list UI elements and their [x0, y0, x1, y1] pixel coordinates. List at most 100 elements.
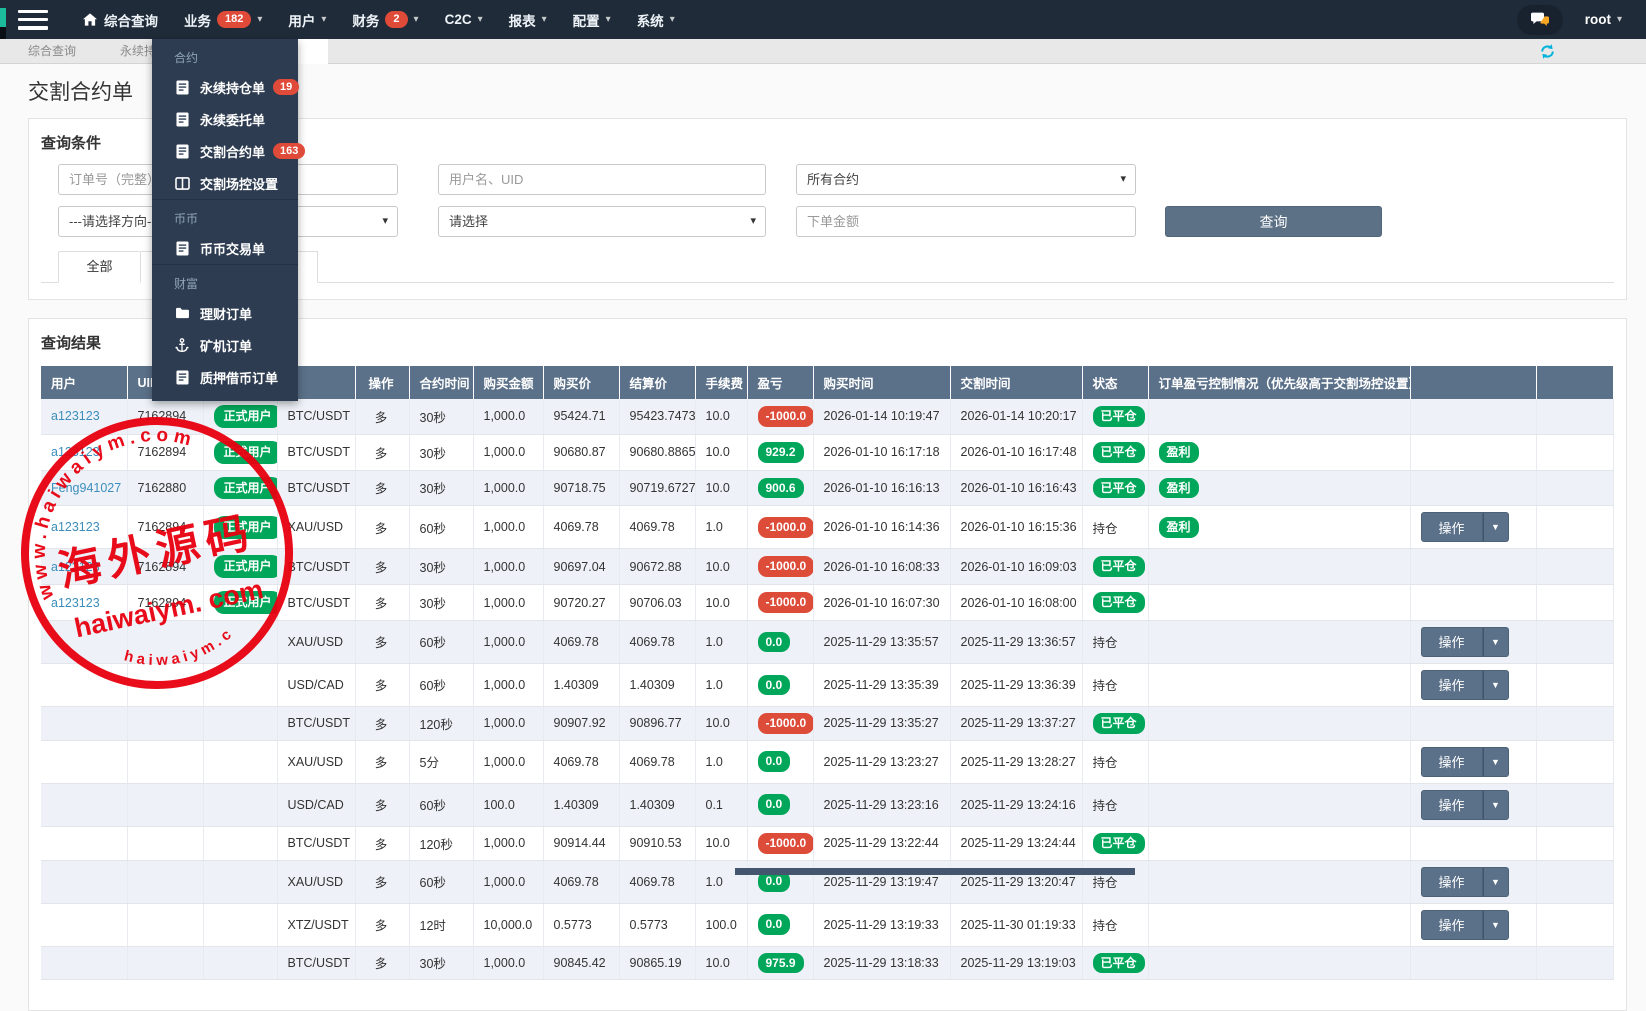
direction-cell: 多 [355, 783, 409, 826]
menu-item[interactable]: 交割合约单 163 [152, 135, 298, 167]
session-tab-summary[interactable]: 综合查询 [28, 39, 76, 64]
menu-item[interactable]: 质押借币订单 [152, 361, 298, 393]
chevron-down-icon: ▾ [542, 14, 547, 25]
action-button-group: 操作 ▼ [1421, 747, 1509, 777]
chat-button[interactable] [1517, 5, 1563, 35]
action-caret-button[interactable]: ▼ [1483, 512, 1509, 542]
filler-cell [1536, 860, 1613, 903]
user-type-badge: 正式用户 [214, 441, 278, 464]
document-icon [174, 112, 190, 127]
direction-cell: 多 [355, 434, 409, 470]
table-row: a123123 7162894 正式用户 BTC/USDT 多 30秒 1,00… [41, 434, 1613, 470]
pnl-badge: 900.6 [758, 478, 804, 499]
menu-item[interactable]: 交割场控设置 [152, 167, 298, 199]
table-row: XAU/USD 多 5分 1,000.0 4069.78 4069.78 1.0… [41, 740, 1613, 783]
column-header: 结算价 [619, 366, 695, 399]
settle-time-cell: 2025-11-29 13:37:27 [950, 706, 1082, 740]
user-link[interactable]: a123123 [51, 560, 100, 574]
navbar-item[interactable]: 财务 2 ▾ [339, 0, 431, 39]
menu-item[interactable]: 币币交易单 [152, 232, 298, 264]
status-badge: 已平仓 [1093, 953, 1145, 974]
menu-item[interactable]: 永续持仓单 19 [152, 71, 298, 103]
user-link[interactable]: a123123 [51, 409, 100, 423]
fee-cell: 1.0 [695, 740, 747, 783]
action-caret-button[interactable]: ▼ [1483, 867, 1509, 897]
status-badge: 持仓 [1093, 756, 1118, 770]
navbar-item[interactable]: 用户 ▾ [275, 0, 339, 39]
column-header: 操作 [355, 366, 409, 399]
user-link[interactable]: a123123 [51, 445, 100, 459]
amount-cell: 1,000.0 [473, 585, 543, 621]
control-badge: 盈利 [1159, 478, 1199, 499]
amount-cell: 1,000.0 [473, 470, 543, 506]
user-link[interactable]: a123123 [51, 596, 100, 610]
amount-cell: 10,000.0 [473, 903, 543, 946]
buy-time-cell: 2026-01-10 16:08:33 [813, 549, 950, 585]
results-panel: 查询结果 用户UID操作合约时间购买金额购买价结算价手续费盈亏购买时间交割时间状… [28, 318, 1627, 1011]
uid-cell [127, 740, 203, 783]
user-uid-input[interactable] [438, 164, 766, 195]
action-button[interactable]: 操作 [1421, 790, 1483, 820]
filler-cell [1536, 549, 1613, 585]
filler-cell [1536, 506, 1613, 549]
table-row: a123123 7162894 正式用户 XAU/USD 多 60秒 1,000… [41, 506, 1613, 549]
amount-input[interactable] [796, 206, 1136, 237]
contract-cell: XAU/USD [277, 740, 355, 783]
tab-all[interactable]: 全部 [58, 251, 141, 283]
pnl-badge: 975.9 [758, 953, 804, 974]
table-row: Feng941027 7162880 正式用户 BTC/USDT 多 30秒 1… [41, 470, 1613, 506]
buy-time-cell: 2025-11-29 13:35:27 [813, 706, 950, 740]
user-menu[interactable]: root [1585, 12, 1611, 27]
menu-section-title: 币币 [152, 200, 298, 232]
chevron-down-icon: ▾ [670, 14, 675, 25]
action-caret-button[interactable]: ▼ [1483, 790, 1509, 820]
columns-icon [174, 177, 190, 190]
status-badge: 持仓 [1093, 876, 1118, 890]
action-button[interactable]: 操作 [1421, 670, 1483, 700]
direction-cell: 多 [355, 663, 409, 706]
chevron-down-icon: ▾ [414, 14, 419, 25]
contract-select[interactable]: 所有合约 ▾ [796, 164, 1136, 195]
action-button[interactable]: 操作 [1421, 747, 1483, 777]
menu-item[interactable]: 理财订单 [152, 297, 298, 329]
buy-price-cell: 90697.04 [543, 549, 619, 585]
buy-price-cell: 95424.71 [543, 399, 619, 434]
buy-price-cell: 90718.75 [543, 470, 619, 506]
action-button[interactable]: 操作 [1421, 867, 1483, 897]
navbar-item[interactable]: C2C ▾ [432, 0, 496, 39]
menu-section: 币币 币币交易单 [152, 199, 298, 264]
navbar-item[interactable]: 配置 ▾ [560, 0, 624, 39]
user-link[interactable]: a123123 [51, 520, 100, 534]
document-icon [174, 241, 190, 256]
search-button[interactable]: 查询 [1165, 206, 1382, 237]
action-button[interactable]: 操作 [1421, 512, 1483, 542]
direction-cell: 多 [355, 549, 409, 585]
filler-cell [1536, 783, 1613, 826]
navbar-item[interactable]: 系统 ▾ [624, 0, 688, 39]
action-button[interactable]: 操作 [1421, 627, 1483, 657]
action-caret-button[interactable]: ▼ [1483, 627, 1509, 657]
navbar-item[interactable]: 综合查询 [70, 0, 171, 39]
settle-time-cell: 2026-01-10 16:17:48 [950, 434, 1082, 470]
action-caret-button[interactable]: ▼ [1483, 747, 1509, 777]
sidebar-toggle-button[interactable] [18, 10, 48, 30]
settle-price-cell: 4069.78 [619, 740, 695, 783]
action-caret-button[interactable]: ▼ [1483, 910, 1509, 940]
period-cell: 60秒 [409, 783, 473, 826]
buy-price-cell: 90680.87 [543, 434, 619, 470]
menu-item[interactable]: 永续委托单 [152, 103, 298, 135]
settle-price-cell: 1.40309 [619, 783, 695, 826]
menu-item[interactable]: 矿机订单 [152, 329, 298, 361]
buy-price-cell: 1.40309 [543, 663, 619, 706]
direction-cell: 多 [355, 585, 409, 621]
user-link[interactable]: Feng941027 [51, 481, 121, 495]
action-caret-button[interactable]: ▼ [1483, 670, 1509, 700]
action-button[interactable]: 操作 [1421, 910, 1483, 940]
refresh-icon[interactable] [1539, 43, 1556, 65]
navbar-item[interactable]: 业务 182 ▾ [171, 0, 275, 39]
navbar-item[interactable]: 报表 ▾ [496, 0, 560, 39]
status-select[interactable]: 请选择 ▾ [438, 206, 766, 237]
status-badge: 持仓 [1093, 679, 1118, 693]
uid-cell [127, 706, 203, 740]
menu-section-title: 合约 [152, 39, 298, 71]
